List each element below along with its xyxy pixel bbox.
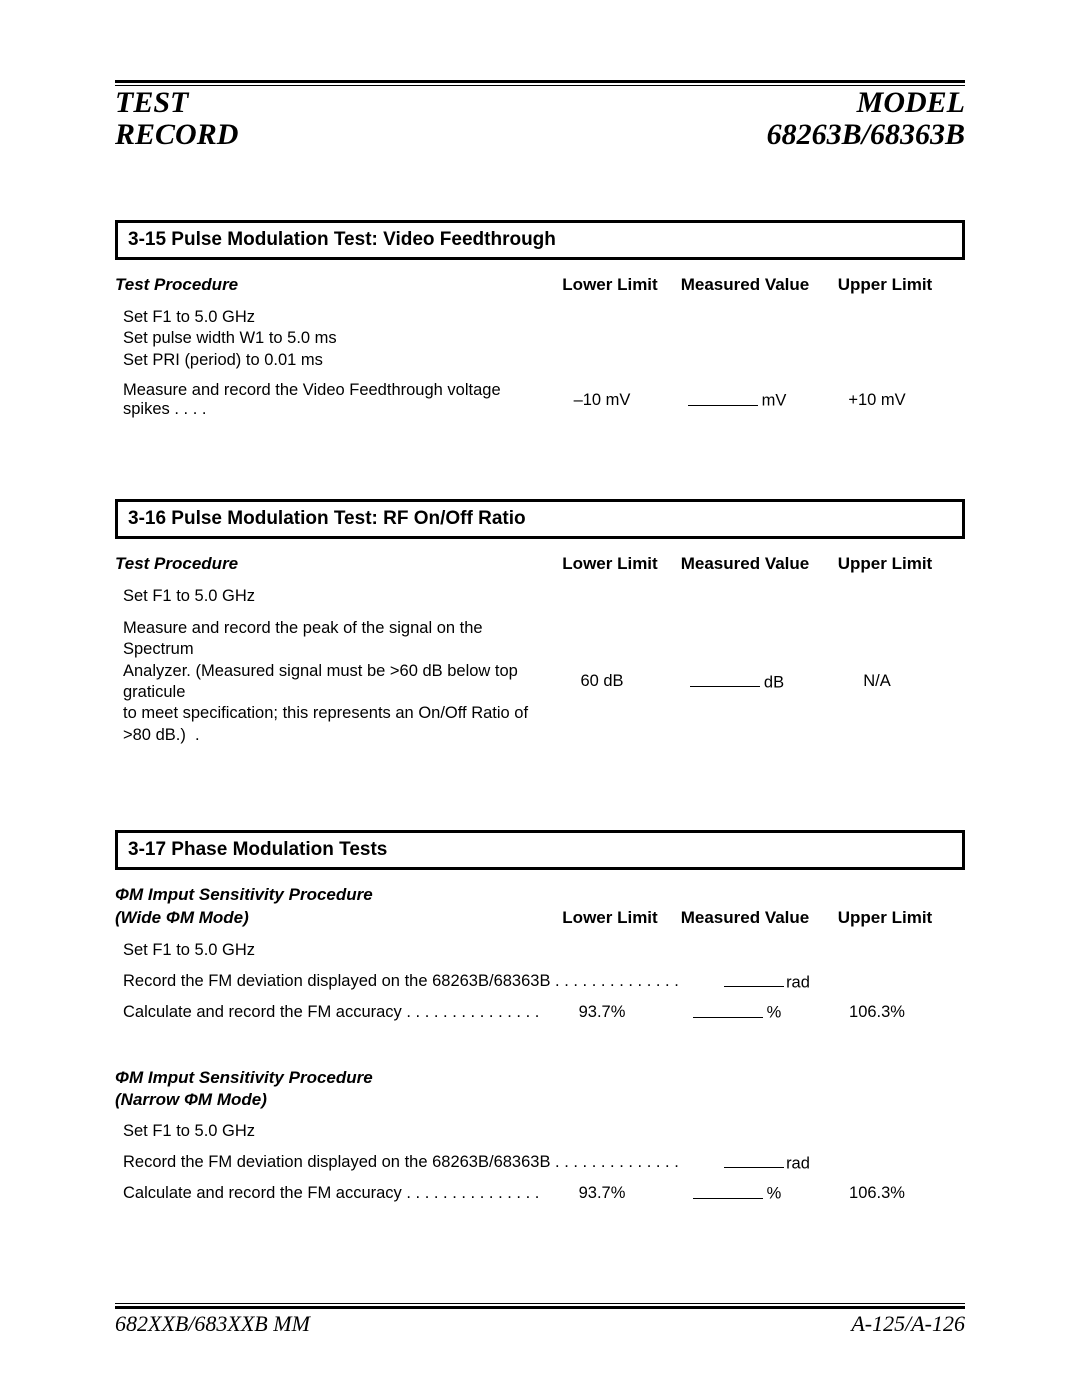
sec315-measure: Measure and record the Video Feedthrough… xyxy=(115,381,547,419)
section-3-17-table-narrow: Set F1 to 5.0 GHz Record the FM deviatio… xyxy=(115,1111,965,1204)
col-lower-limit: Lower Limit xyxy=(555,274,665,297)
sec317-unit-b: % xyxy=(767,1185,782,1203)
col-upper-limit: Upper Limit xyxy=(825,553,945,576)
page: TEST RECORD MODEL 68263B/68363B 3-15 Pul… xyxy=(0,0,1080,1397)
sec315-step3: Set PRI (period) to 0.01 ms xyxy=(123,350,965,371)
blank-field[interactable] xyxy=(693,1183,763,1199)
sec317-wide-steps: Set F1 to 5.0 GHz xyxy=(115,940,965,961)
sec317-step1b: Set F1 to 5.0 GHz xyxy=(123,1121,965,1142)
page-footer: 682XXB/683XXB MM A-125/A-126 xyxy=(115,1293,965,1337)
sec317-rec-text-b: Record the FM deviation displayed on the… xyxy=(123,1153,550,1171)
sec316-unit: dB xyxy=(764,673,784,691)
dots xyxy=(402,1003,540,1021)
sec317-rec-unit-b: rad xyxy=(786,1154,810,1172)
sec315-steps: Set F1 to 5.0 GHz Set pulse width W1 to … xyxy=(115,307,965,371)
dot: . xyxy=(186,726,200,744)
section-3-15-title: 3-15 Pulse Modulation Test: Video Feedth… xyxy=(115,220,965,260)
sec316-ll: 60 dB xyxy=(547,672,657,691)
sec317-rec-unit: rad xyxy=(786,973,810,991)
phi-wide-head-2: (Wide ΦM Mode) xyxy=(115,907,555,930)
sec315-ll: –10 mV xyxy=(547,391,657,410)
sec317-rec-text: Record the FM deviation displayed on the… xyxy=(123,972,550,990)
header-left-2: RECORD xyxy=(115,119,238,151)
dots xyxy=(402,1184,540,1202)
section-3-17-title: 3-17 Phase Modulation Tests xyxy=(115,830,965,870)
col-measured-value: Measured Value xyxy=(665,274,825,297)
sec317-rec-mv: rad xyxy=(717,972,817,993)
sec317-record: Record the FM deviation displayed on the… xyxy=(115,972,717,991)
sec316-m1: Measure and record the peak of the signa… xyxy=(123,618,547,661)
blank-field[interactable] xyxy=(724,1153,784,1169)
sec316-ul: N/A xyxy=(817,672,937,691)
blank-field[interactable] xyxy=(688,390,758,406)
sec317-rec-mv-b: rad xyxy=(717,1153,817,1174)
phi-wide-head: ΦM Imput Sensitivity Procedure (Wide ΦM … xyxy=(115,884,555,930)
blank-field[interactable] xyxy=(724,972,784,988)
sec317-mv-b: % xyxy=(657,1183,817,1204)
col-measured-value: Measured Value xyxy=(665,907,825,930)
col-lower-limit: Lower Limit xyxy=(555,907,665,930)
sec316-measure: Measure and record the peak of the signa… xyxy=(115,618,547,747)
sec317-record-b: Record the FM deviation displayed on the… xyxy=(115,1153,717,1172)
phi-narrow-head-1: ΦM Imput Sensitivity Procedure xyxy=(115,1067,965,1089)
phi-wide-head-1: ΦM Imput Sensitivity Procedure xyxy=(115,884,555,907)
phi-narrow-head: ΦM Imput Sensitivity Procedure (Narrow Φ… xyxy=(115,1067,965,1111)
sec317-ll: 93.7% xyxy=(547,1003,657,1022)
sec317-mv: % xyxy=(657,1002,817,1023)
sec317-step1: Set F1 to 5.0 GHz xyxy=(123,940,965,961)
col-upper-limit: Upper Limit xyxy=(825,907,945,930)
blank-field[interactable] xyxy=(693,1002,763,1018)
header-left-1: TEST xyxy=(115,87,238,119)
col-upper-limit: Upper Limit xyxy=(825,274,945,297)
dots xyxy=(550,1153,678,1171)
sec315-step2: Set pulse width W1 to 5.0 ms xyxy=(123,328,965,349)
sec316-m3: to meet specification; this represents a… xyxy=(123,704,528,743)
sec317-calc-b: Calculate and record the FM accuracy xyxy=(115,1184,547,1203)
sec317-narrow-steps: Set F1 to 5.0 GHz xyxy=(115,1121,965,1142)
sec317-ul: 106.3% xyxy=(817,1003,937,1022)
header-right-2: 68263B/68363B xyxy=(767,119,965,151)
sec316-steps: Set F1 to 5.0 GHz xyxy=(115,586,965,607)
section-3-16-table: Test Procedure Lower Limit Measured Valu… xyxy=(115,553,965,746)
sec315-mv: mV xyxy=(657,390,817,411)
sec316-step1: Set F1 to 5.0 GHz xyxy=(123,586,965,607)
col-measured-value: Measured Value xyxy=(665,553,825,576)
dots xyxy=(550,972,678,990)
phi-narrow-head-2: (Narrow ΦM Mode) xyxy=(115,1089,965,1111)
sec316-m2: Analyzer. (Measured signal must be >60 d… xyxy=(123,661,547,704)
sec315-ul: +10 mV xyxy=(817,391,937,410)
blank-field[interactable] xyxy=(690,672,760,688)
sec315-unit: mV xyxy=(762,392,787,410)
sec317-unit: % xyxy=(767,1004,782,1022)
section-3-17-table-wide: ΦM Imput Sensitivity Procedure (Wide ΦM … xyxy=(115,884,965,1023)
sec317-ul-b: 106.3% xyxy=(817,1184,937,1203)
header-rule-a xyxy=(115,80,965,83)
test-procedure-label: Test Procedure xyxy=(115,274,555,297)
header-right-1: MODEL xyxy=(767,87,965,119)
section-3-16-title: 3-16 Pulse Modulation Test: RF On/Off Ra… xyxy=(115,499,965,539)
test-procedure-label: Test Procedure xyxy=(115,553,555,576)
page-header: TEST RECORD MODEL 68263B/68363B xyxy=(115,87,965,150)
sec317-calc-text: Calculate and record the FM accuracy xyxy=(123,1003,402,1021)
col-lower-limit: Lower Limit xyxy=(555,553,665,576)
footer-right: A-125/A-126 xyxy=(851,1311,965,1337)
footer-rule-b xyxy=(115,1306,965,1309)
sec317-calc: Calculate and record the FM accuracy xyxy=(115,1003,547,1022)
sec317-calc-text-b: Calculate and record the FM accuracy xyxy=(123,1184,402,1202)
sec316-mv: dB xyxy=(657,672,817,693)
footer-rule-a xyxy=(115,1303,965,1304)
sec317-ll-b: 93.7% xyxy=(547,1184,657,1203)
footer-left: 682XXB/683XXB MM xyxy=(115,1311,310,1337)
dots xyxy=(170,400,207,418)
header-rule-b xyxy=(115,85,965,86)
sec315-step1: Set F1 to 5.0 GHz xyxy=(123,307,965,328)
section-3-15-table: Test Procedure Lower Limit Measured Valu… xyxy=(115,274,965,419)
